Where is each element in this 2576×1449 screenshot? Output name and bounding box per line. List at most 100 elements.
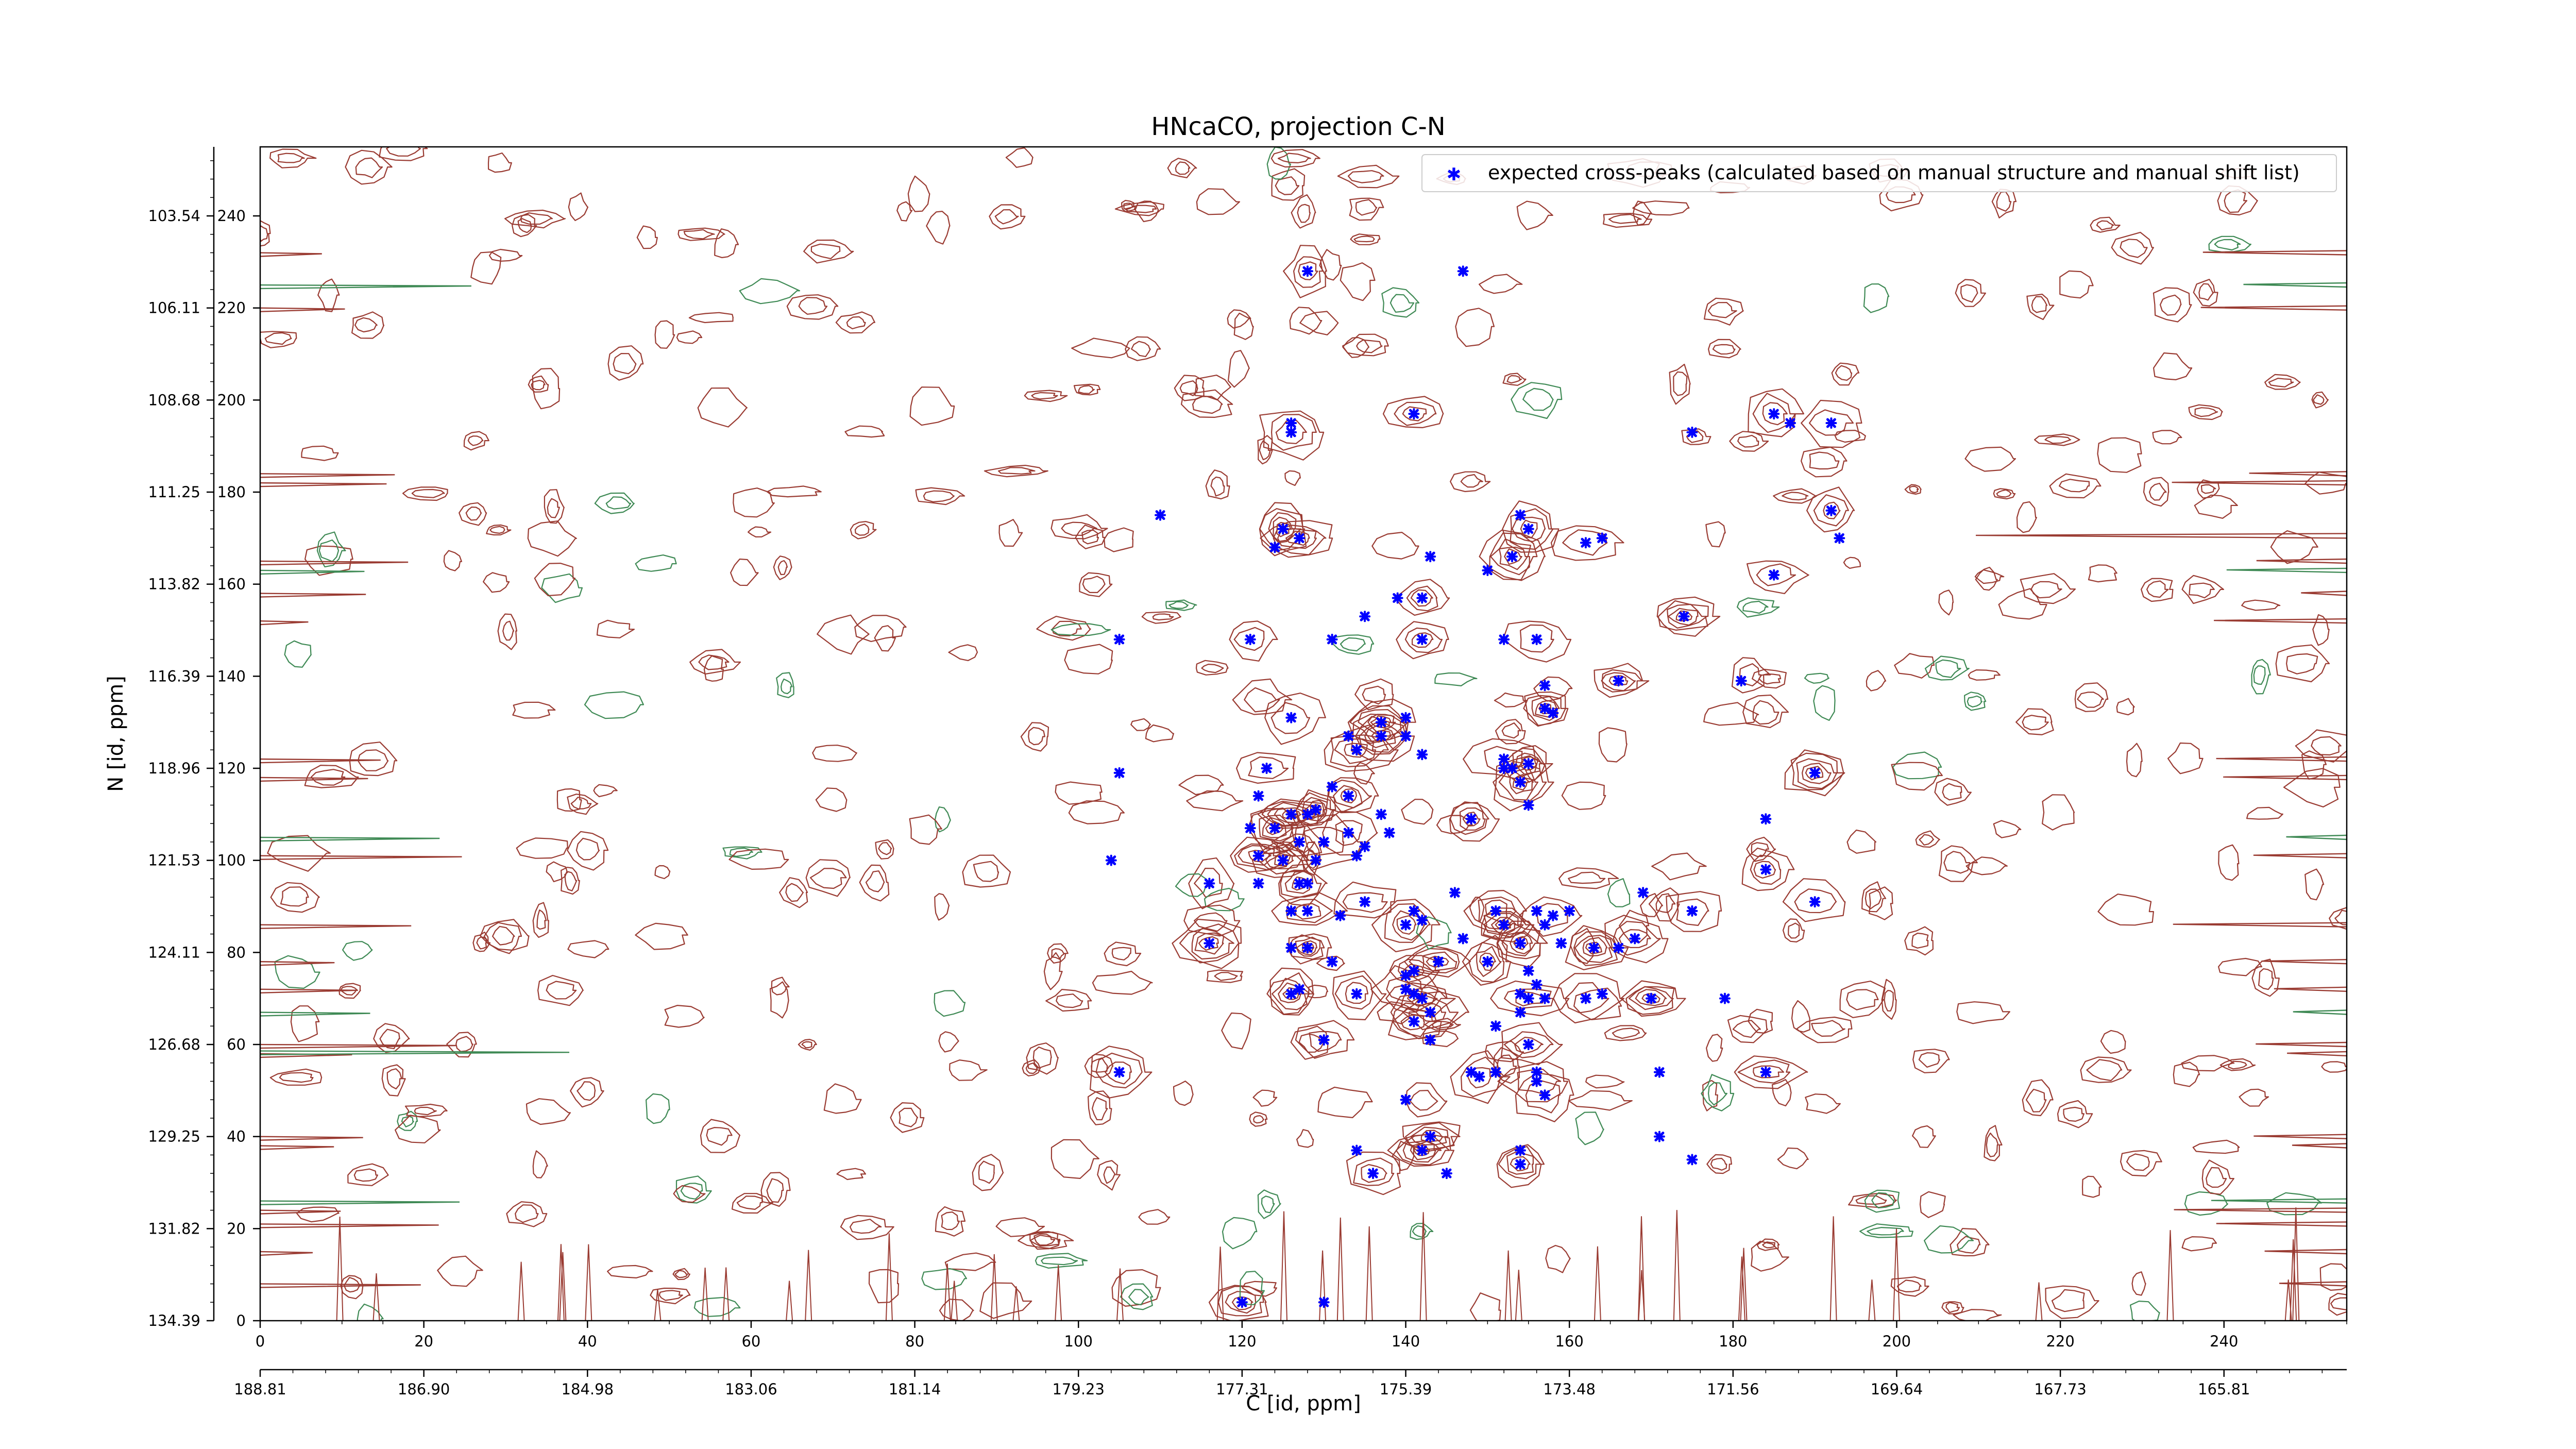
peak-contour bbox=[1386, 975, 1423, 1003]
bottom-streak bbox=[1515, 1270, 1522, 1321]
bottom-streak bbox=[943, 1263, 951, 1321]
cross-peak-marker bbox=[1440, 1168, 1452, 1180]
noise-contour bbox=[1941, 1301, 1964, 1315]
noise-contour bbox=[730, 558, 759, 586]
noise-contour bbox=[1915, 830, 1940, 848]
x-tick-label: 160 bbox=[1555, 1333, 1583, 1350]
noise-contour bbox=[520, 212, 553, 225]
noise-contour bbox=[342, 941, 373, 961]
noise-contour bbox=[2020, 573, 2076, 604]
peak-contour bbox=[1550, 525, 1624, 561]
x-tick-label: 0 bbox=[256, 1333, 265, 1350]
noise-contour bbox=[347, 1163, 389, 1186]
noise-contour bbox=[1975, 566, 1998, 591]
noise-contour bbox=[304, 765, 359, 788]
noise-contour bbox=[1782, 918, 1805, 942]
noise-contour bbox=[998, 467, 1036, 475]
cross-peak-marker bbox=[1613, 675, 1624, 687]
cross-peak-marker bbox=[1359, 611, 1371, 622]
noise-contour bbox=[673, 1185, 706, 1203]
peak-contour bbox=[1395, 1133, 1450, 1166]
x-tick-label: 100 bbox=[1064, 1333, 1093, 1350]
noise-contour bbox=[260, 225, 268, 242]
noise-contour bbox=[798, 297, 828, 315]
noise-contour bbox=[1943, 851, 1971, 874]
peak-contour bbox=[1752, 393, 1796, 433]
peak-contour bbox=[1281, 833, 1315, 853]
noise-contour bbox=[1317, 1086, 1373, 1118]
noise-contour bbox=[1045, 989, 1092, 1012]
noise-contour bbox=[1289, 307, 1323, 335]
noise-contour bbox=[564, 871, 578, 891]
noise-contour bbox=[1934, 778, 1972, 806]
peak-contour bbox=[1806, 486, 1855, 533]
noise-contour bbox=[2270, 530, 2318, 564]
noise-contour bbox=[805, 859, 851, 897]
secondary-y-tick-label: 103.54 bbox=[148, 207, 200, 225]
noise-contour bbox=[1239, 1271, 1265, 1305]
noise-contour bbox=[874, 625, 896, 652]
peak-contour bbox=[1295, 792, 1334, 825]
edge-streak-right bbox=[2261, 959, 2347, 965]
noise-contour bbox=[1956, 1001, 2010, 1024]
noise-contour bbox=[2198, 283, 2214, 301]
noise-contour bbox=[2146, 580, 2169, 598]
noise-contour bbox=[1214, 972, 1238, 981]
noise-contour bbox=[1712, 344, 1736, 355]
cross-peak-marker bbox=[1326, 956, 1338, 968]
peak-contour bbox=[1823, 501, 1841, 519]
noise-contour bbox=[536, 909, 547, 930]
secondary-y-tick-label: 121.53 bbox=[148, 852, 200, 869]
noise-contour bbox=[664, 1005, 705, 1028]
noise-contour bbox=[859, 864, 890, 902]
noise-contour bbox=[1751, 1240, 1789, 1272]
noise-contour bbox=[1210, 476, 1225, 497]
noise-contour bbox=[1788, 922, 1800, 939]
noise-contour bbox=[2189, 582, 2215, 599]
bottom-streak bbox=[1829, 1216, 1837, 1321]
cross-peak-marker bbox=[1482, 956, 1494, 968]
cross-peak-marker bbox=[1408, 408, 1420, 420]
cross-peak-marker bbox=[1646, 992, 1657, 1004]
cross-peak-marker bbox=[1408, 1016, 1420, 1027]
noise-contour bbox=[1891, 762, 1943, 791]
cross-peak-marker bbox=[1539, 1089, 1551, 1101]
noise-contour bbox=[1904, 926, 1934, 956]
cross-peak-marker bbox=[1809, 896, 1821, 908]
peak-contour bbox=[1497, 922, 1541, 959]
noise-contour bbox=[516, 837, 568, 859]
peak-contour bbox=[1520, 756, 1537, 771]
cross-peak-marker bbox=[1400, 1094, 1412, 1106]
noise-contour bbox=[567, 831, 609, 871]
edge-streak-left bbox=[260, 1223, 439, 1228]
noise-contour bbox=[2081, 1175, 2102, 1198]
noise-contour bbox=[890, 1102, 925, 1133]
noise-contour bbox=[1993, 820, 2022, 838]
peak-contour bbox=[1264, 693, 1326, 745]
noise-contour bbox=[1924, 1225, 1974, 1254]
bottom-streak bbox=[2290, 1239, 2297, 1321]
noise-contour bbox=[1996, 489, 2012, 498]
peak-contour bbox=[1371, 899, 1440, 952]
cross-peak-marker bbox=[1310, 804, 1321, 816]
edge-streak-right bbox=[2202, 250, 2347, 256]
noise-contour bbox=[2120, 1150, 2162, 1177]
peak-contour bbox=[1519, 896, 1583, 937]
noise-contour bbox=[2311, 736, 2342, 756]
secondary-y-axis: 134.39 131.82 129.25 126.68 124.11 121.53 118.… bbox=[148, 147, 215, 1329]
noise-contour bbox=[1570, 928, 1596, 964]
noise-contour bbox=[280, 886, 309, 907]
peak-contour bbox=[1753, 861, 1776, 879]
noise-contour bbox=[739, 278, 801, 305]
noise-contour bbox=[1501, 722, 1521, 739]
cross-peak-marker bbox=[1351, 850, 1363, 862]
peak-contour bbox=[1340, 788, 1358, 804]
edge-streak-right bbox=[2286, 834, 2347, 840]
peak-contour bbox=[1668, 608, 1699, 626]
peak-contour bbox=[1259, 814, 1295, 841]
cross-peak-marker bbox=[1277, 854, 1289, 866]
secondary-y-tick-label: 124.11 bbox=[148, 943, 200, 961]
y-axis: 0 20 40 60 80 100 120 140 160 180 200 220 240 bbox=[217, 207, 260, 1329]
peak-contour bbox=[1501, 931, 1539, 957]
cross-peak-marker bbox=[1760, 864, 1772, 875]
